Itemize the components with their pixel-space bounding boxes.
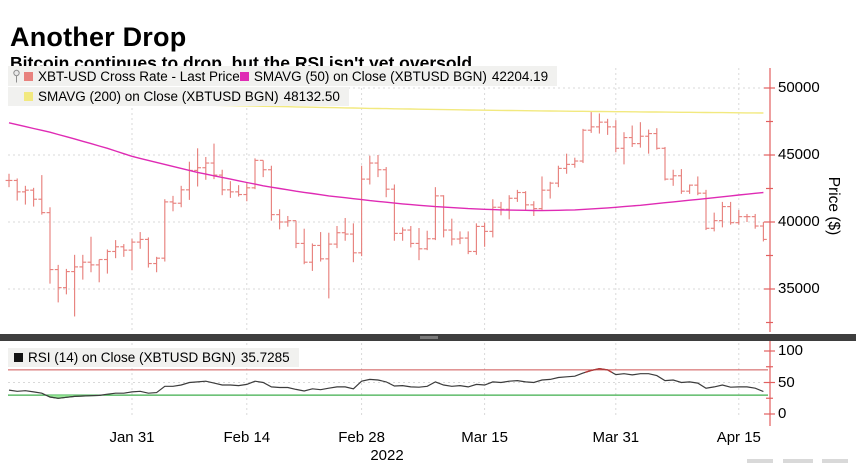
smavg50-value: 42204.19 xyxy=(491,68,549,84)
pin-icon xyxy=(12,69,21,84)
cropped-attribution-mark xyxy=(747,459,773,463)
last-price-legend-label: XBT-USD Cross Rate - Last Price xyxy=(38,68,240,84)
rsi-value: 35.7285 xyxy=(240,350,290,365)
smavg50-legend-label: SMAVG (50) on Close (XBTUSD BGN) xyxy=(253,68,487,84)
smavg200-swatch xyxy=(24,92,33,101)
cropped-attribution-mark xyxy=(822,459,848,463)
smavg200-value: 48132.50 xyxy=(283,89,340,104)
smavg50-swatch xyxy=(239,71,249,81)
legend-smavg200-row[interactable]: SMAVG (200) on Close (XBTUSD BGN) 48132.… xyxy=(8,87,349,106)
price-axis-title: Price ($) xyxy=(825,176,842,236)
panel-divider[interactable] xyxy=(0,334,856,341)
last-price-swatch xyxy=(24,71,33,81)
divider-drag-handle[interactable] xyxy=(420,336,438,339)
legend-rsi-row[interactable]: RSI (14) on Close (XBTUSD BGN) 35.7285 xyxy=(8,348,299,367)
cropped-attribution-mark xyxy=(783,459,813,463)
smavg200-legend-label: SMAVG (200) on Close (XBTUSD BGN) xyxy=(38,89,279,104)
rsi-swatch xyxy=(14,353,23,362)
legend-price-row[interactable]: XBT-USD Cross Rate - Last Price SMAVG (5… xyxy=(8,66,558,86)
rsi-legend-label: RSI (14) on Close (XBTUSD BGN) xyxy=(28,350,236,365)
chart-title: Another Drop xyxy=(10,22,187,53)
